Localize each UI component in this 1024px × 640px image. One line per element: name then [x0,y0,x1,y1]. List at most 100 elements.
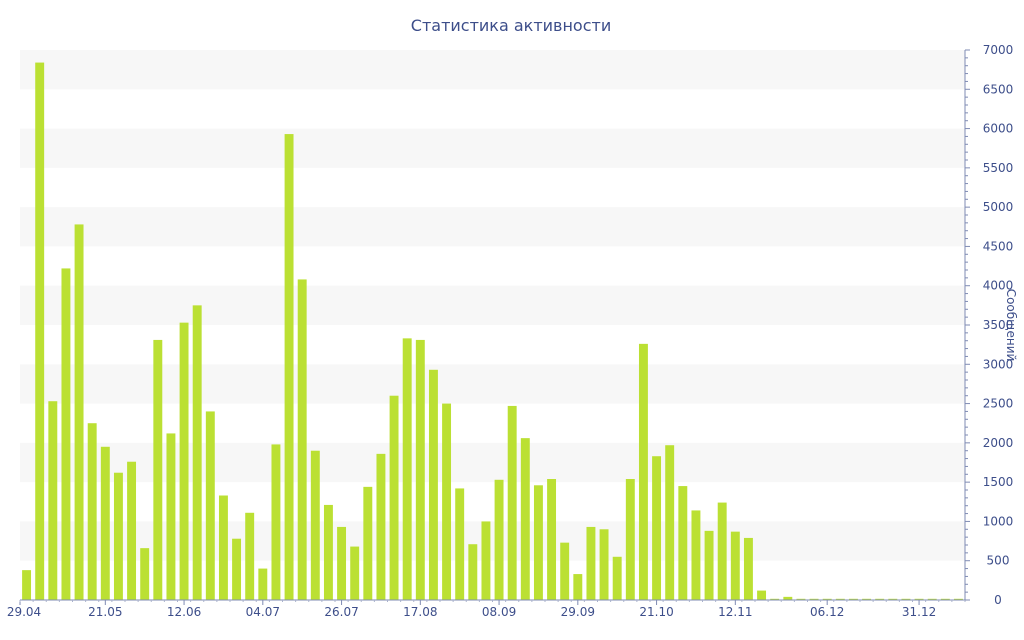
y-axis-label: Сообщений [1004,289,1018,362]
bar [74,224,84,600]
y-tick-label: 6500 [983,82,1014,96]
bar [337,526,347,600]
bars-group [22,62,963,601]
y-tick-label: 2500 [983,397,1014,411]
grid-band [20,521,965,561]
bar [691,510,701,600]
grid-band [20,128,965,168]
y-tick-label: 1000 [983,514,1014,528]
y-tick-label: 3500 [983,318,1014,332]
y-tick-label: 2000 [983,436,1014,450]
bar [35,62,45,601]
bar [61,268,71,600]
bar [428,369,438,600]
bar [533,485,543,600]
x-tick-label: 26.07 [324,605,358,619]
bar [310,450,320,600]
grid-band [20,207,965,247]
bar [599,529,609,600]
bar [665,445,675,600]
bar [560,542,570,600]
y-tick-label: 6000 [983,122,1014,136]
bar [271,444,281,600]
x-tick-label: 12.11 [718,605,752,619]
bar [743,537,753,600]
bar [323,504,333,600]
bar [586,526,596,600]
bar [927,598,937,600]
x-ticks: 29.04 21.05 12.06 04.07 26.07 17.08 08.09 29.09… [7,600,966,619]
x-tick-label: 29.04 [7,605,41,619]
x-tick-label: 31.12 [902,605,936,619]
bar [547,479,557,600]
bar [297,279,307,600]
y-tick-label: 5000 [983,200,1014,214]
bar [113,472,123,600]
bar [835,598,845,600]
bar [376,453,386,600]
bar [757,590,767,600]
y-tick-label: 5500 [983,161,1014,175]
bar [652,456,662,600]
x-tick-label: 17.08 [403,605,437,619]
bar [402,338,412,600]
grid-band [20,442,965,483]
bar [796,598,806,600]
bar [507,405,517,600]
y-ticks: 0 500 1000 1500 2000 2500 3000 3500 4000 4500 5000… [965,43,1013,607]
x-tick-label: 04.07 [246,605,280,619]
bar [914,598,924,600]
bar [468,544,478,600]
bar [415,339,425,600]
bar [875,598,885,600]
grid-band [20,50,965,90]
bar [87,423,97,600]
x-tick-label: 29.09 [561,605,595,619]
bar [218,495,228,600]
y-tick-label: 500 [987,554,1010,568]
bar [205,411,215,600]
bar [678,486,688,600]
bar [612,556,622,600]
bar [638,343,648,600]
bar [442,403,452,600]
x-tick-label: 21.05 [88,605,122,619]
bar [520,438,530,600]
bar [153,339,163,600]
bar [848,598,858,600]
y-tick-label: 0 [994,593,1002,607]
y-tick-label: 3000 [983,357,1014,371]
bar [704,530,714,600]
bar [258,568,268,600]
x-tick-label: 06.12 [810,605,844,619]
grid-band [20,364,965,404]
y-tick-label: 4000 [983,279,1014,293]
bar [48,401,58,600]
y-tick-label: 7000 [983,43,1014,57]
bar [179,322,189,600]
bar [284,134,294,601]
bar [888,598,898,600]
bar [901,598,911,600]
bar [363,486,373,600]
x-tick-label: 08.09 [482,605,516,619]
bar [192,305,202,600]
bar [940,598,950,600]
bar [455,488,465,600]
grid-bands [20,50,965,561]
bar [389,395,399,600]
chart-title: Статистика активности [411,16,611,35]
bar [166,433,176,600]
bar [822,598,832,600]
bar [953,598,963,600]
bar [770,598,780,600]
bar [573,574,583,600]
bar [717,502,727,600]
x-tick-label: 12.06 [167,605,201,619]
bar [232,538,242,600]
bar [625,479,635,600]
bar [481,521,491,600]
bar [809,598,819,600]
y-tick-label: 4500 [983,239,1014,253]
